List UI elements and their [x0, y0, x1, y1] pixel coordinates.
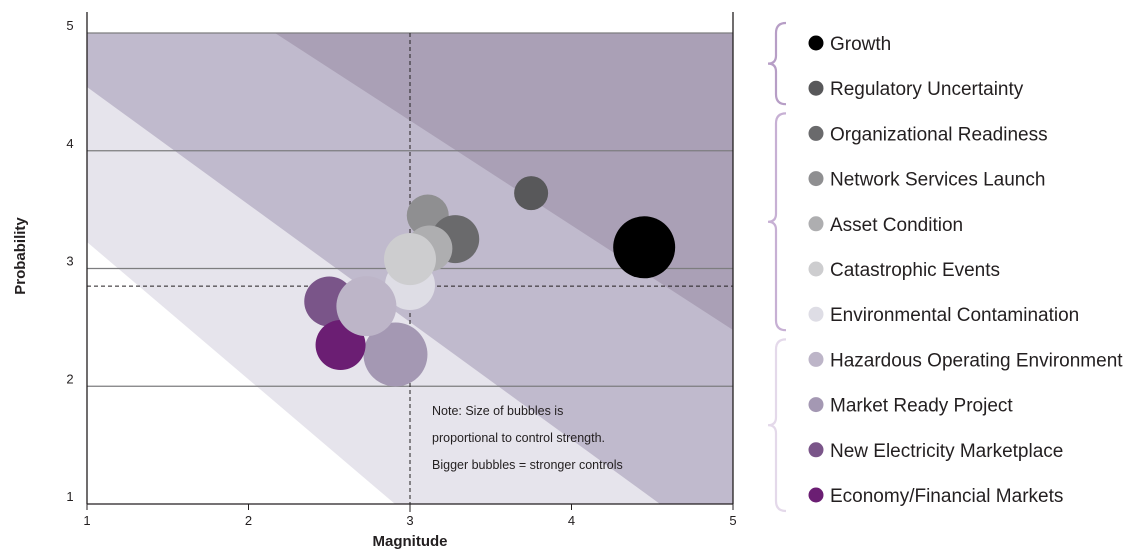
x-axis-title: Magnitude [373, 533, 448, 550]
legend-label-market-ready-project: Market Ready Project [830, 396, 1013, 417]
legend-label-hazardous-operating-environment: Hazardous Operating Environment [830, 350, 1123, 371]
bubble-market-ready-project [363, 322, 428, 387]
bubble-hazardous-operating-environment [336, 276, 397, 337]
legend-swatch-catastrophic-events [808, 261, 824, 277]
legend-swatch-organizational-readiness [808, 125, 824, 141]
legend-bracket-2 [767, 112, 787, 332]
y-tick-label-2: 2 [66, 371, 73, 386]
legend-label-asset-condition: Asset Condition [830, 215, 963, 236]
legend-swatch-economy-financial-markets [808, 487, 824, 503]
y-tick-label-1: 1 [66, 489, 73, 504]
bubble-regulatory-uncertainty [514, 176, 549, 211]
x-tick-label-3: 3 [406, 513, 413, 528]
legend-swatch-hazardous-operating-environment [808, 351, 824, 367]
legend-label-economy-financial-markets: Economy/Financial Markets [830, 486, 1063, 507]
legend-swatch-market-ready-project [808, 397, 824, 413]
legend-swatch-asset-condition [808, 216, 824, 232]
legend: Growth Regulatory Uncertainty Organization… [767, 21, 1123, 513]
x-tick-label-5: 5 [729, 513, 736, 528]
legend-label-environmental-contamination: Environmental Contamination [830, 305, 1079, 326]
y-axis-title: Probability [12, 217, 29, 295]
legend-swatch-regulatory-uncertainty [808, 80, 824, 96]
legend-swatch-network-services-launch [808, 171, 824, 187]
legend-swatch-environmental-contamination [808, 306, 824, 322]
axes: 1 2 3 4 5 1 2 3 4 5 [66, 12, 737, 528]
legend-label-catastrophic-events: Catastrophic Events [830, 260, 1000, 281]
note-line-1: Note: Size of bubbles is [432, 404, 563, 418]
legend-label-new-electricity-marketplace: New Electricity Marketplace [830, 441, 1063, 462]
bubbles [304, 176, 676, 387]
legend-label-organizational-readiness: Organizational Readiness [830, 124, 1048, 145]
legend-bracket-1 [767, 21, 787, 106]
x-tick-label-2: 2 [245, 513, 252, 528]
y-tick-label-5: 5 [66, 18, 73, 33]
x-tick-label-4: 4 [568, 513, 575, 528]
x-tick-label-1: 1 [83, 513, 90, 528]
note-line-2: proportional to control strength. [432, 431, 605, 445]
legend-label-network-services-launch: Network Services Launch [830, 170, 1045, 191]
y-tick-label-4: 4 [66, 136, 73, 151]
y-tick-label-3: 3 [66, 254, 73, 269]
legend-label-regulatory-uncertainty: Regulatory Uncertainty [830, 79, 1024, 100]
legend-bracket-3 [767, 338, 787, 513]
bubble-catastrophic-events [384, 233, 436, 286]
legend-swatch-new-electricity-marketplace [808, 442, 824, 458]
legend-swatch-growth [808, 35, 824, 51]
note-line-3: Bigger bubbles = stronger controls [432, 458, 623, 472]
bubble-growth [613, 216, 676, 279]
legend-label-growth: Growth [830, 34, 891, 55]
band-outer-low [87, 242, 395, 504]
